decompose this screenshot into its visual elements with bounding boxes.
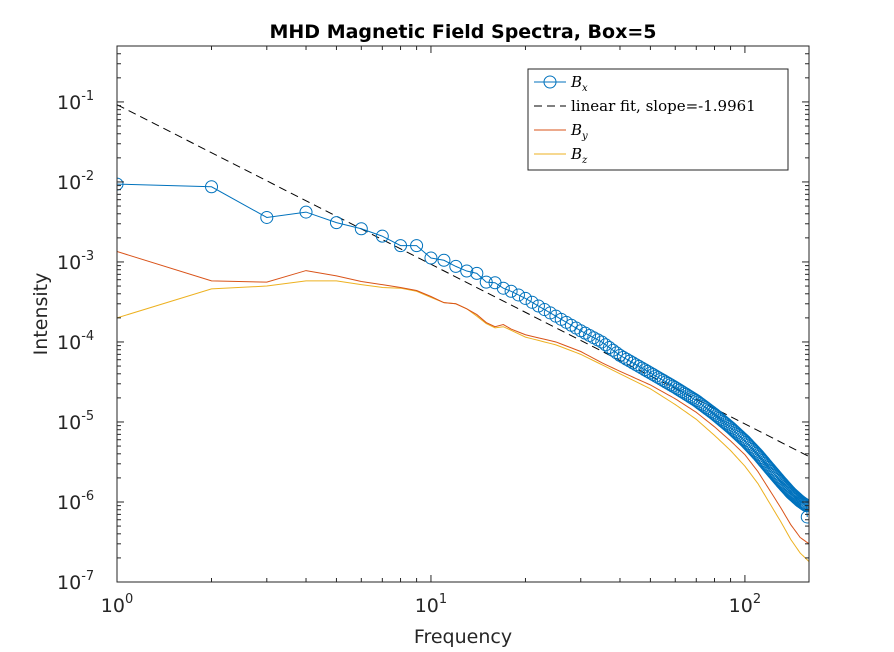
chart-figure: MHD Magnetic Field Spectra, Box=5 100 101… — [0, 0, 894, 652]
y-axis-label: Intensity — [30, 273, 52, 356]
legend-label: linear fit, slope=-1.9961 — [571, 97, 756, 115]
chart-title: MHD Magnetic Field Spectra, Box=5 — [270, 21, 657, 43]
x-axis-label: Frequency — [414, 626, 512, 648]
legend-box — [528, 69, 788, 170]
